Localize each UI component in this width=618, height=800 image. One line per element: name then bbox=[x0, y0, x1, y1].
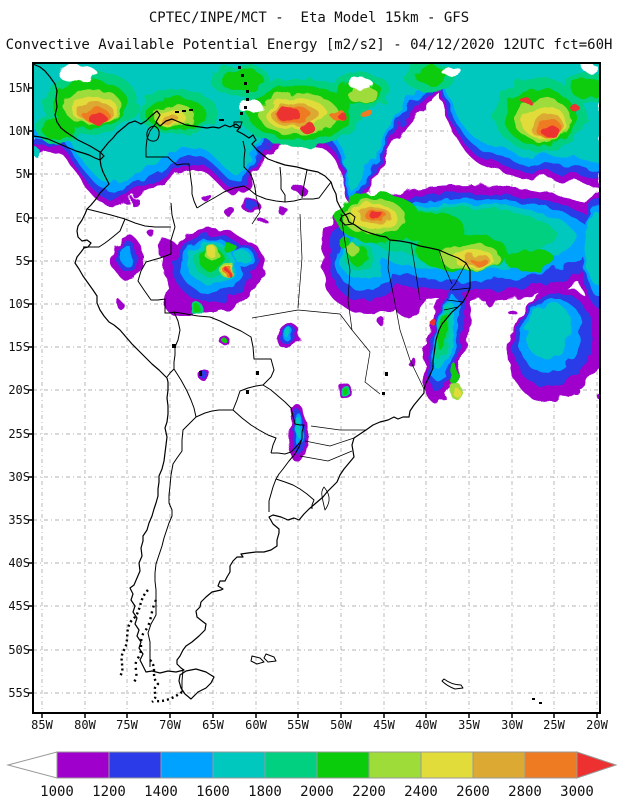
south-georgia-island bbox=[441, 678, 464, 690]
y-tick-label: 20S bbox=[8, 383, 30, 397]
colorbar-label: 1600 bbox=[196, 784, 230, 800]
y-tick-label: 15N bbox=[8, 81, 30, 95]
y-tick-label: 15S bbox=[8, 340, 30, 354]
lagoa-dos-patos bbox=[321, 486, 330, 511]
x-tick-label: 80W bbox=[74, 718, 96, 732]
colorbar-block bbox=[56, 751, 110, 779]
marajo-island bbox=[339, 212, 356, 226]
trinidad-island bbox=[233, 121, 243, 129]
x-tick-label: 40W bbox=[415, 718, 437, 732]
y-tick-label: 10S bbox=[8, 297, 30, 311]
x-tick-label: 85W bbox=[31, 718, 53, 732]
map-title-line1: CPTEC/INPE/MCT - Eta Model 15km - GFS bbox=[149, 10, 469, 26]
colorbar-label: 2800 bbox=[508, 784, 542, 800]
y-tick-label: 40S bbox=[8, 556, 30, 570]
y-axis-labels: 15N 10N 5N EQ 5S 10S 15S 20S 25S 30S 35S… bbox=[8, 81, 30, 700]
colorbar-block bbox=[212, 751, 266, 779]
colorbar-over-arrow bbox=[576, 751, 618, 779]
plot-frame bbox=[32, 62, 601, 714]
y-tick-label: 45S bbox=[8, 599, 30, 613]
colorbar-block bbox=[160, 751, 214, 779]
colorbar-block bbox=[316, 751, 370, 779]
lake-maracaibo bbox=[146, 125, 160, 142]
colorbar-label: 1800 bbox=[248, 784, 282, 800]
x-tick-label: 55W bbox=[287, 718, 309, 732]
colorbar: 1000 1200 1400 1600 1800 2000 2200 2400 … bbox=[6, 751, 618, 800]
coastline-layer bbox=[33, 63, 471, 703]
y-tick-label: 50S bbox=[8, 643, 30, 657]
x-tick-label: 50W bbox=[330, 718, 352, 732]
x-tick-label: 30W bbox=[501, 718, 523, 732]
cape-level-3000 bbox=[89, 97, 580, 326]
cape-white-gaps bbox=[58, 64, 598, 113]
patagonia-archipelago bbox=[118, 589, 183, 703]
colorbar-block bbox=[472, 751, 526, 779]
colorbar-block bbox=[524, 751, 578, 779]
map-title-line2: Convective Available Potential Energy [m… bbox=[6, 37, 613, 53]
country-borders bbox=[83, 121, 332, 692]
cape-shading-layer bbox=[33, 63, 600, 463]
y-tick-label: EQ bbox=[16, 211, 30, 225]
x-tick-label: 65W bbox=[202, 718, 224, 732]
antilles-islands bbox=[175, 66, 249, 121]
x-tick-label: 20W bbox=[586, 718, 608, 732]
x-tick-label: 25W bbox=[543, 718, 565, 732]
x-tick-label: 70W bbox=[159, 718, 181, 732]
colorbar-block bbox=[420, 751, 474, 779]
state-borders bbox=[251, 195, 471, 462]
colorbar-label: 2200 bbox=[352, 784, 386, 800]
y-tick-label: 30S bbox=[8, 470, 30, 484]
colorbar-block bbox=[108, 751, 162, 779]
colorbar-block bbox=[368, 751, 422, 779]
map-symbols bbox=[172, 344, 542, 704]
y-tick-label: 25S bbox=[8, 427, 30, 441]
y-tick-label: 55S bbox=[8, 686, 30, 700]
x-axis-labels: 85W 80W 75W 70W 65W 60W 55W 50W 45W 40W … bbox=[31, 718, 608, 732]
colorbar-label: 1400 bbox=[144, 784, 178, 800]
colorbar-label: 1000 bbox=[40, 784, 74, 800]
x-tick-label: 35W bbox=[458, 718, 480, 732]
x-tick-label: 60W bbox=[245, 718, 267, 732]
y-tick-label: 35S bbox=[8, 513, 30, 527]
south-america-coastline bbox=[74, 110, 471, 674]
colorbar-labels: 1000 1200 1400 1600 1800 2000 2200 2400 … bbox=[40, 784, 594, 800]
colorbar-label: 3000 bbox=[560, 784, 594, 800]
colorbar-label: 2600 bbox=[456, 784, 490, 800]
colorbar-label: 2000 bbox=[300, 784, 334, 800]
y-tick-label: 5N bbox=[16, 167, 30, 181]
central-america-coastline bbox=[33, 63, 105, 161]
y-tick-label: 10N bbox=[8, 124, 30, 138]
colorbar-block bbox=[264, 751, 318, 779]
y-tick-label: 5S bbox=[16, 254, 30, 268]
axis-ticks bbox=[28, 87, 598, 718]
x-tick-label: 45W bbox=[373, 718, 395, 732]
falkland-islands bbox=[250, 653, 277, 665]
tierra-del-fuego-coastline bbox=[178, 668, 215, 700]
colorbar-under-arrow bbox=[6, 751, 58, 779]
colorbar-label: 1200 bbox=[92, 784, 126, 800]
colorbar-label: 2400 bbox=[404, 784, 438, 800]
x-tick-label: 75W bbox=[116, 718, 138, 732]
